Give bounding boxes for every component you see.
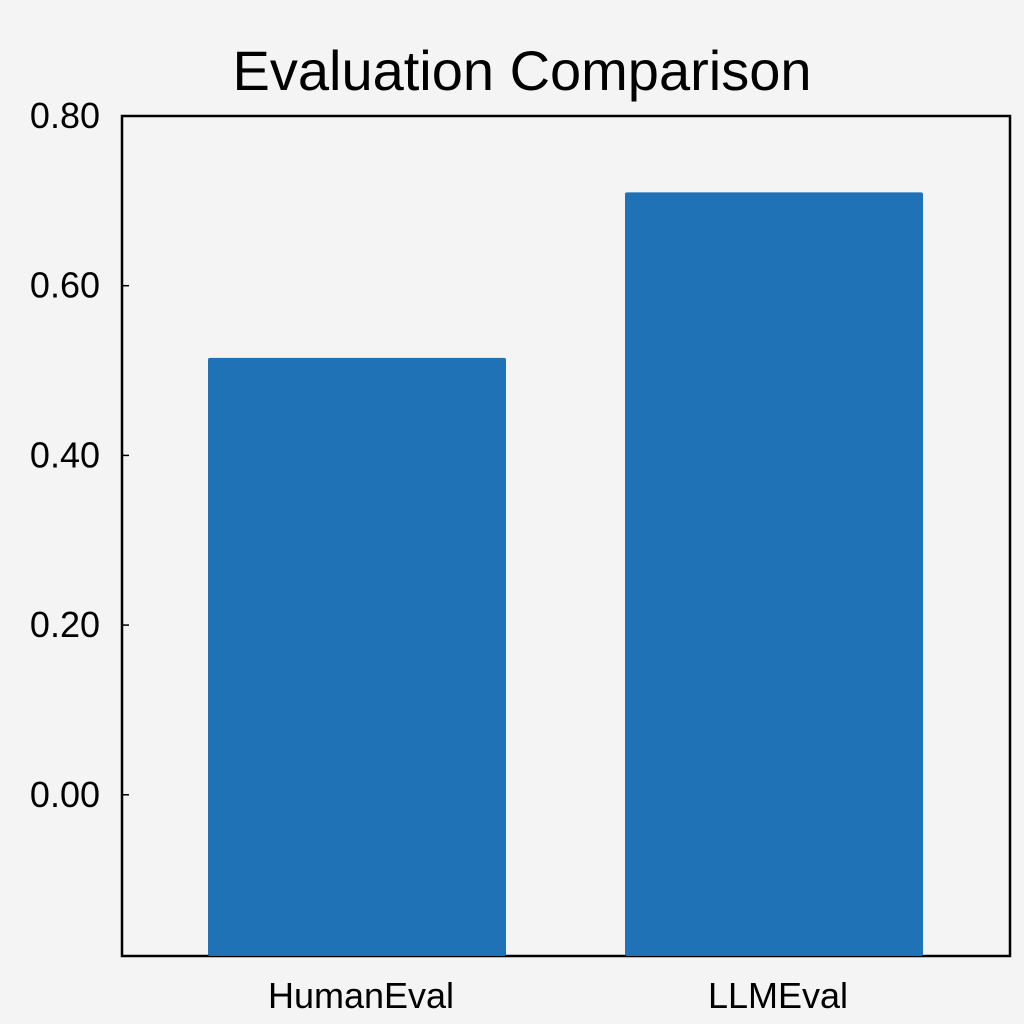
y-tick-label: 0.80 — [30, 95, 100, 136]
bar-llmeval — [625, 192, 923, 956]
y-tick-label: 0.00 — [30, 774, 100, 815]
y-axis-labels: 0.00 0.20 0.40 0.60 0.80 — [30, 95, 100, 815]
x-axis-labels: HumanEval LLMEval — [268, 975, 848, 1016]
y-tick-label: 0.60 — [30, 265, 100, 306]
bar-humaneval — [208, 357, 506, 956]
y-tick-label: 0.40 — [30, 434, 100, 475]
x-tick-label-llmeval: LLMEval — [708, 975, 848, 1016]
y-tick-label: 0.20 — [30, 604, 100, 645]
bars — [208, 192, 923, 956]
chart-title: Evaluation Comparison — [233, 39, 812, 102]
plot-frame — [120, 114, 1012, 958]
x-tick-label-humaneval: HumanEval — [268, 975, 454, 1016]
